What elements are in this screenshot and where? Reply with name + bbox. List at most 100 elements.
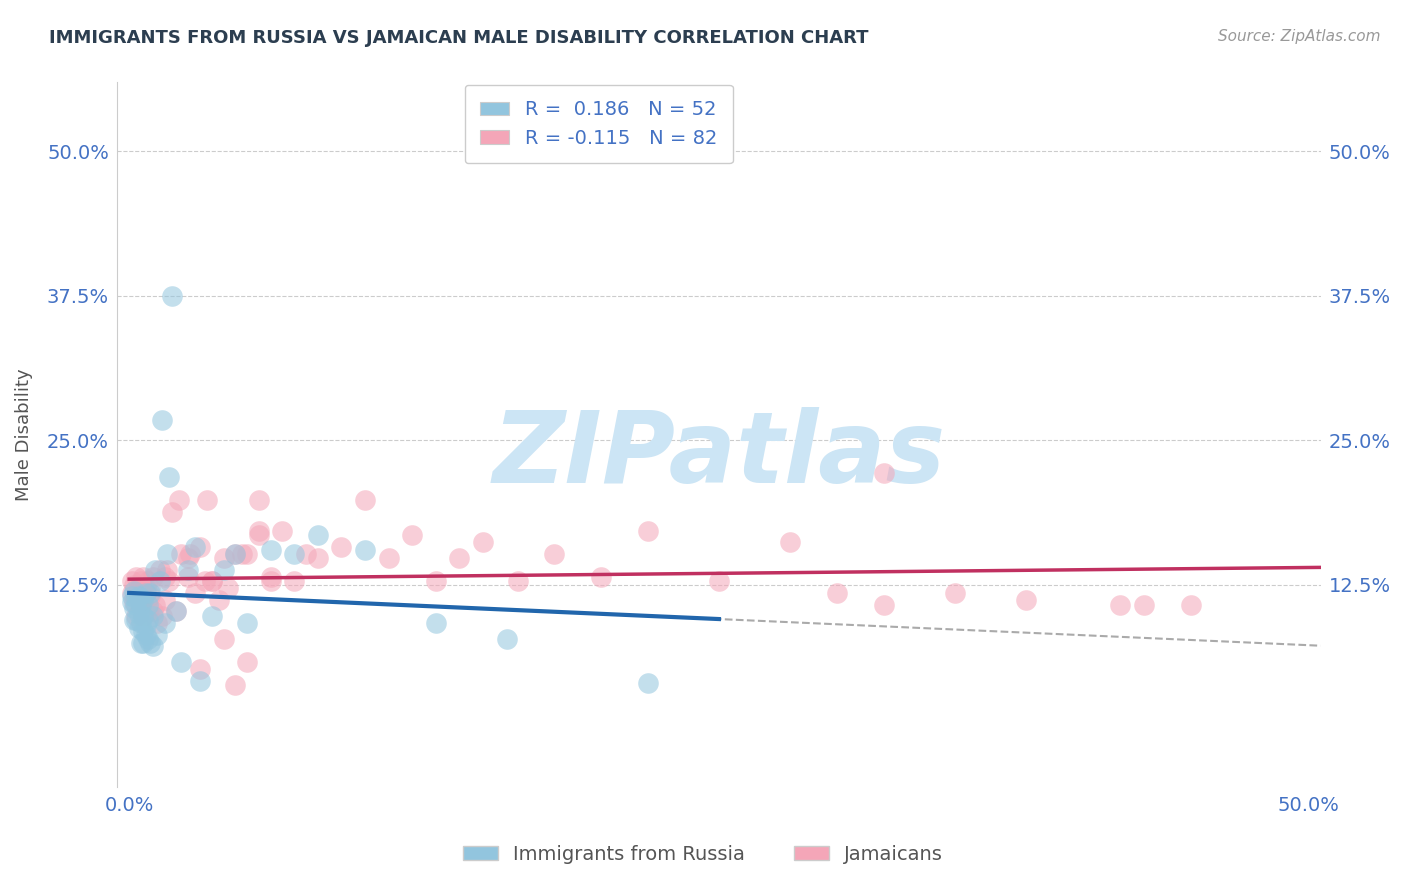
- Point: [136, 605, 159, 619]
- Point: [143, 563, 166, 577]
- Point: [129, 574, 152, 589]
- Point: [194, 574, 217, 589]
- Point: [122, 601, 145, 615]
- Point: [132, 570, 155, 584]
- Point: [165, 605, 187, 619]
- Point: [132, 609, 155, 624]
- Text: ZIPatlas: ZIPatlas: [492, 408, 945, 504]
- Point: [177, 551, 200, 566]
- Point: [231, 547, 253, 561]
- Point: [156, 547, 179, 561]
- Point: [125, 591, 148, 606]
- Point: [873, 466, 896, 480]
- Point: [212, 563, 235, 577]
- Point: [135, 586, 157, 600]
- Point: [129, 615, 152, 630]
- Point: [122, 595, 145, 609]
- Point: [472, 535, 495, 549]
- Point: [170, 656, 193, 670]
- Point: [425, 615, 447, 630]
- Point: [508, 574, 530, 589]
- Point: [271, 524, 294, 538]
- Point: [160, 289, 183, 303]
- Point: [136, 598, 159, 612]
- Point: [142, 639, 165, 653]
- Point: [121, 590, 143, 604]
- Point: [637, 524, 659, 538]
- Point: [177, 570, 200, 584]
- Point: [139, 582, 162, 596]
- Point: [247, 528, 270, 542]
- Point: [153, 593, 176, 607]
- Point: [153, 615, 176, 630]
- Point: [779, 535, 801, 549]
- Point: [132, 624, 155, 639]
- Point: [195, 493, 218, 508]
- Point: [129, 590, 152, 604]
- Point: [129, 598, 152, 612]
- Point: [157, 470, 180, 484]
- Point: [122, 578, 145, 592]
- Point: [132, 593, 155, 607]
- Point: [212, 551, 235, 566]
- Point: [295, 547, 318, 561]
- Point: [377, 551, 399, 566]
- Point: [135, 618, 157, 632]
- Point: [201, 609, 224, 624]
- Point: [125, 598, 148, 612]
- Point: [128, 621, 150, 635]
- Point: [177, 563, 200, 577]
- Point: [142, 609, 165, 624]
- Point: [128, 593, 150, 607]
- Point: [121, 595, 143, 609]
- Point: [707, 574, 730, 589]
- Point: [188, 673, 211, 688]
- Point: [330, 540, 353, 554]
- Point: [153, 570, 176, 584]
- Point: [167, 493, 190, 508]
- Point: [149, 563, 172, 577]
- Point: [495, 632, 517, 647]
- Point: [247, 524, 270, 538]
- Point: [121, 586, 143, 600]
- Point: [260, 570, 283, 584]
- Point: [307, 551, 329, 566]
- Point: [354, 543, 377, 558]
- Point: [142, 605, 165, 619]
- Point: [1132, 598, 1154, 612]
- Point: [1014, 593, 1036, 607]
- Point: [260, 543, 283, 558]
- Point: [128, 590, 150, 604]
- Point: [1109, 598, 1132, 612]
- Point: [208, 593, 231, 607]
- Point: [132, 636, 155, 650]
- Point: [129, 636, 152, 650]
- Point: [184, 540, 207, 554]
- Y-axis label: Male Disability: Male Disability: [15, 368, 32, 501]
- Point: [128, 582, 150, 596]
- Point: [224, 547, 246, 561]
- Point: [637, 676, 659, 690]
- Point: [217, 582, 239, 596]
- Point: [139, 586, 162, 600]
- Point: [122, 583, 145, 598]
- Point: [543, 547, 565, 561]
- Legend: R =  0.186   N = 52, R = -0.115   N = 82: R = 0.186 N = 52, R = -0.115 N = 82: [464, 85, 733, 163]
- Point: [283, 547, 305, 561]
- Text: IMMIGRANTS FROM RUSSIA VS JAMAICAN MALE DISABILITY CORRELATION CHART: IMMIGRANTS FROM RUSSIA VS JAMAICAN MALE …: [49, 29, 869, 46]
- Point: [139, 636, 162, 650]
- Point: [122, 613, 145, 627]
- Point: [236, 547, 259, 561]
- Point: [236, 615, 259, 630]
- Text: Source: ZipAtlas.com: Source: ZipAtlas.com: [1218, 29, 1381, 44]
- Point: [179, 547, 201, 561]
- Point: [283, 574, 305, 589]
- Point: [150, 609, 173, 624]
- Point: [146, 627, 169, 641]
- Point: [224, 678, 246, 692]
- Point: [121, 574, 143, 589]
- Point: [589, 570, 612, 584]
- Point: [307, 528, 329, 542]
- Point: [125, 570, 148, 584]
- Point: [135, 586, 157, 600]
